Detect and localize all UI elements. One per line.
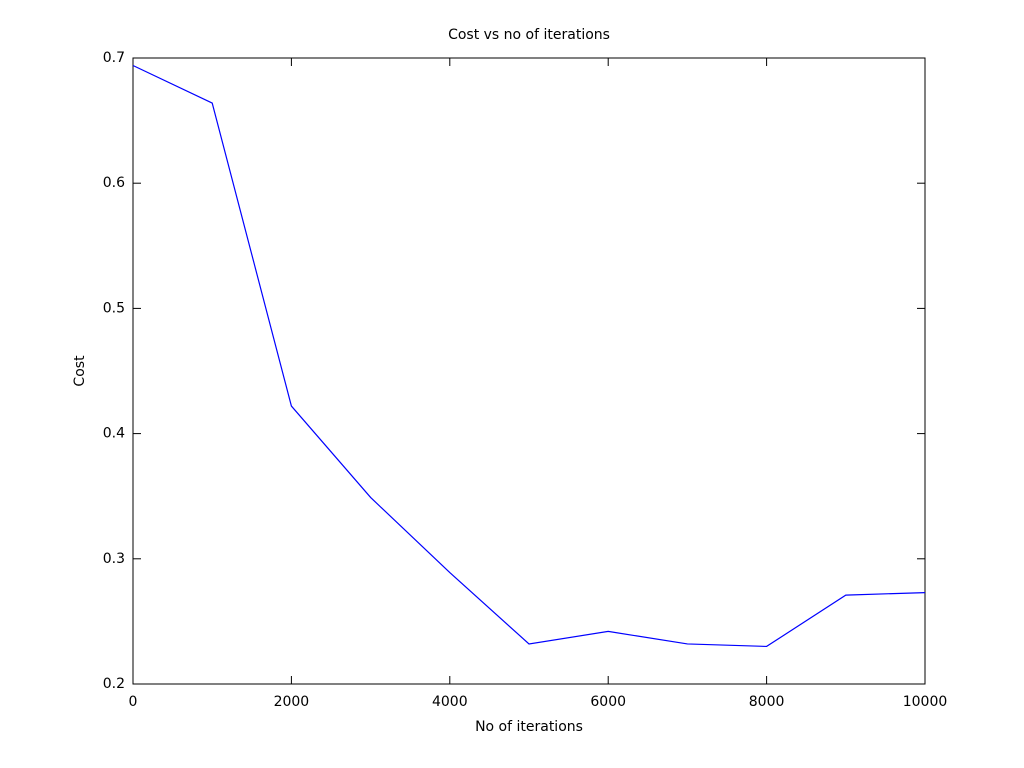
x-tick-label: 2000 [274, 694, 310, 710]
data-line [132, 64, 926, 648]
x-tick-label: 10000 [903, 694, 948, 710]
x-tick-label: 6000 [590, 694, 626, 710]
y-tick-label: 0.4 [103, 426, 125, 442]
x-axis-label: No of iterations [475, 719, 583, 735]
plot-frame [132, 57, 926, 685]
y-tick-label: 0.5 [103, 300, 125, 316]
y-tick-label: 0.7 [103, 50, 125, 66]
x-tick-label: 8000 [749, 694, 785, 710]
y-tick-label: 0.6 [103, 175, 125, 191]
y-tick-label: 0.2 [103, 676, 125, 692]
y-axis-label: Cost [72, 355, 88, 387]
x-tick-label: 0 [129, 694, 138, 710]
x-tick-label: 4000 [432, 694, 468, 710]
y-tick-label: 0.3 [103, 551, 125, 567]
chart-title: Cost vs no of iterations [448, 27, 610, 43]
